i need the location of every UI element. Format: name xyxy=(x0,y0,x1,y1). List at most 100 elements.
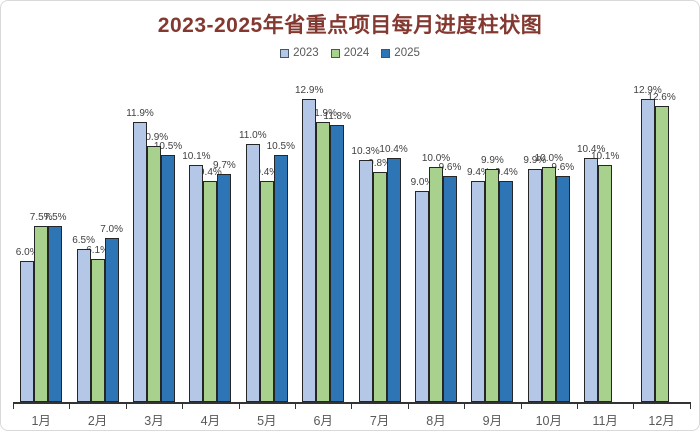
x-axis-tick xyxy=(295,404,296,409)
bar-2025-1月 xyxy=(48,225,63,402)
bar-2024-12月 xyxy=(654,105,669,402)
bar-2025-9月 xyxy=(499,181,514,402)
x-axis-label: 6月 xyxy=(313,414,333,428)
data-label-2024-2月: 6.1% xyxy=(86,244,109,256)
bar-2025-2月 xyxy=(104,237,119,402)
x-axis-label: 7月 xyxy=(369,414,390,428)
data-label-2024-11月: 10.1% xyxy=(591,150,620,162)
data-label-2024-1月: 7.5% xyxy=(29,211,53,223)
data-label-2023-7月: 10.3% xyxy=(351,145,380,157)
legend-item-2024: 2024 xyxy=(330,47,370,59)
x-axis-line xyxy=(13,402,691,404)
x-axis-tick xyxy=(464,404,466,409)
data-label-2024-5月: 9.4% xyxy=(255,167,279,179)
bar-2025-6月 xyxy=(330,124,345,402)
data-label-2024-4月: 9.4% xyxy=(198,167,222,179)
data-label-2025-1月: 7.5% xyxy=(43,211,67,223)
x-axis-label: 10月 xyxy=(535,414,562,428)
x-axis-label: 12月 xyxy=(648,414,675,428)
bar-2024-1月 xyxy=(34,225,49,402)
data-label-2025-9月: 9.4% xyxy=(494,167,518,179)
data-label-2025-3月: 10.5% xyxy=(153,141,183,153)
legend-item-2023: 2023 xyxy=(280,47,319,59)
data-label-2024-10月: 10.0% xyxy=(534,153,563,164)
legend-swatch-2025 xyxy=(381,48,391,58)
x-axis-tick xyxy=(633,404,635,409)
data-label-2025-2月: 7.0% xyxy=(100,223,123,235)
bar-2025-7月 xyxy=(386,157,401,402)
bar-2023-5月 xyxy=(245,143,260,402)
x-axis-label: 11月 xyxy=(592,414,618,428)
chart-title: 2023-2025年省重点项目每月进度柱状图 xyxy=(157,14,543,37)
x-axis-tick xyxy=(520,404,522,409)
x-axis-tick xyxy=(13,404,14,409)
x-axis-tick xyxy=(407,404,409,409)
bar-2025-5月 xyxy=(273,155,288,402)
x-axis-tick xyxy=(577,404,578,409)
x-axis-tick xyxy=(182,404,184,409)
bar-2023-10月 xyxy=(527,169,542,402)
x-axis-label: 8月 xyxy=(426,414,446,428)
data-label-2025-10月: 9.6% xyxy=(551,162,575,174)
bar-2024-11月 xyxy=(598,164,613,402)
x-axis-label: 4月 xyxy=(200,414,221,428)
data-label-2024-9月: 9.9% xyxy=(480,155,504,167)
data-label-2023-5月: 11.0% xyxy=(238,129,267,141)
bar-2023-8月 xyxy=(415,190,429,402)
bar-2023-3月 xyxy=(133,122,147,402)
bar-2025-10月 xyxy=(555,176,570,402)
bar-2025-4月 xyxy=(217,174,232,402)
x-axis-tick xyxy=(69,404,71,409)
data-label-2023-8月: 9.0% xyxy=(410,176,434,188)
x-axis-label: 1月 xyxy=(31,414,51,428)
data-label-2025-8月: 9.6% xyxy=(438,162,462,174)
x-axis-label: 2月 xyxy=(87,414,108,428)
data-label-2025-6月: 11.8% xyxy=(323,110,351,122)
bar-2024-6月 xyxy=(316,122,331,402)
x-axis-label: 9月 xyxy=(482,414,503,428)
x-axis-tick xyxy=(125,404,127,409)
bar-2023-4月 xyxy=(189,164,204,402)
bar-2024-9月 xyxy=(485,169,500,402)
bar-2024-3月 xyxy=(147,145,161,402)
data-label-2023-2月: 6.5% xyxy=(72,235,95,247)
data-label-2024-12月: 12.6% xyxy=(647,91,676,103)
data-label-2025-5月: 10.5% xyxy=(266,141,295,153)
bar-2023-7月 xyxy=(358,159,373,402)
bar-2023-6月 xyxy=(302,98,317,402)
data-label-2023-4月: 10.1% xyxy=(182,150,211,162)
x-axis-tick xyxy=(351,404,353,409)
bar-2024-4月 xyxy=(203,181,218,402)
data-label-2025-7月: 10.4% xyxy=(379,143,408,155)
data-label-2023-10月: 9.9% xyxy=(523,155,547,167)
legend-swatch-2023 xyxy=(280,48,290,58)
bar-2025-8月 xyxy=(443,176,457,402)
data-label-2024-7月: 9.8% xyxy=(368,157,391,169)
bar-2024-10月 xyxy=(541,167,556,402)
data-label-2023-1月: 6.0% xyxy=(15,247,39,258)
data-label-2025-4月: 9.7% xyxy=(212,160,236,172)
data-label-2023-9月: 9.4% xyxy=(466,167,490,179)
legend-label-2024: 2024 xyxy=(343,47,370,59)
bar-2023-2月 xyxy=(76,249,91,402)
bar-2023-11月 xyxy=(584,157,599,402)
legend-label-2023: 2023 xyxy=(293,47,319,59)
legend: 2023 2024 2025 xyxy=(1,47,699,59)
legend-swatch-2024 xyxy=(330,48,340,58)
bar-2024-5月 xyxy=(259,181,274,402)
x-axis-label: 5月 xyxy=(257,414,277,428)
bar-2024-2月 xyxy=(90,258,105,402)
bar-2023-1月 xyxy=(20,261,35,402)
data-label-2023-11月: 10.4% xyxy=(577,143,606,155)
legend-item-2025: 2025 xyxy=(381,47,420,59)
bar-2025-3月 xyxy=(161,155,175,402)
bar-2023-12月 xyxy=(640,98,655,402)
x-axis-label: 3月 xyxy=(144,414,164,428)
bar-2024-7月 xyxy=(372,171,387,402)
x-axis-tick xyxy=(238,404,240,409)
data-label-2024-3月: 10.9% xyxy=(139,131,169,143)
data-label-2023-3月: 11.9% xyxy=(126,108,154,120)
data-label-2024-8月: 10.0% xyxy=(421,153,451,164)
